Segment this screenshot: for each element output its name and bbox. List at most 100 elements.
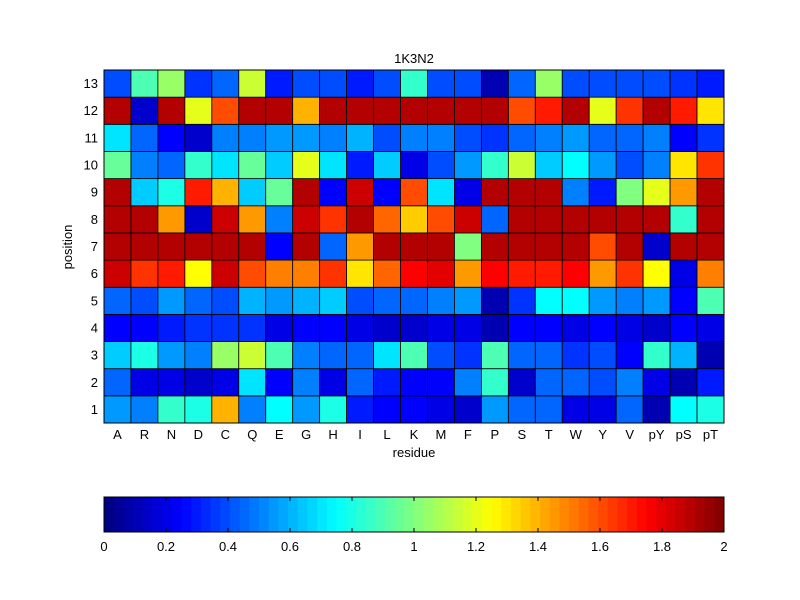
heatmap-cell: [534, 286, 563, 315]
heatmap-cell: [454, 96, 482, 125]
heatmap-cell: [373, 368, 401, 397]
colorbar-swatch: [152, 497, 163, 532]
colorbar-swatch: [297, 497, 308, 532]
colorbar-swatch: [539, 497, 551, 532]
y-tick-label: 2: [91, 375, 98, 390]
heatmap-cell: [130, 151, 159, 180]
heatmap-cell: [427, 178, 455, 207]
heatmap-cell: [211, 69, 240, 98]
heatmap-cell: [507, 123, 536, 152]
heatmap-cell: [103, 205, 132, 234]
colorbar-swatch: [288, 497, 299, 532]
colorbar-swatch: [646, 497, 657, 532]
y-tick-label: 10: [84, 158, 98, 173]
heatmap-cell: [103, 178, 132, 207]
colorbar-swatch: [142, 497, 153, 532]
heatmap-cell: [480, 123, 509, 152]
heatmap-cell: [507, 259, 536, 288]
heatmap-cell: [319, 286, 348, 315]
colorbar-swatch: [714, 497, 725, 532]
heatmap-cell: [319, 123, 348, 152]
heatmap-cell: [238, 178, 267, 207]
heatmap-cell: [615, 69, 644, 98]
heatmap-cell: [669, 395, 698, 424]
heatmap-cell: [480, 205, 509, 234]
colorbar-swatch: [104, 497, 115, 532]
heatmap-cell: [454, 151, 482, 180]
heatmap-cell: [184, 286, 213, 315]
heatmap-cell: [642, 395, 671, 424]
heatmap-cell: [400, 178, 428, 207]
heatmap-cell: [534, 395, 563, 424]
heatmap-cell: [373, 313, 401, 342]
heatmap-cell: [130, 259, 159, 288]
colorbar-swatch: [191, 497, 202, 532]
heatmap-cell: [561, 178, 590, 207]
y-tick-label: 5: [91, 293, 98, 308]
heatmap-cell: [184, 123, 213, 152]
heatmap-cell: [157, 123, 186, 152]
colorbar-swatch: [472, 497, 483, 532]
heatmap-cell: [427, 341, 455, 370]
heatmap-cell: [130, 96, 159, 125]
colorbar: [104, 497, 725, 532]
heatmap-cell: [400, 96, 428, 125]
colorbar-swatch: [549, 497, 560, 532]
heatmap-cell: [642, 123, 671, 152]
y-tick-label: 6: [91, 266, 98, 281]
colorbar-swatch: [675, 497, 686, 532]
colorbar-swatch: [685, 497, 696, 532]
colorbar-tick-label: 0.6: [281, 539, 299, 554]
heatmap-cell: [292, 313, 321, 342]
heatmap-cell: [319, 178, 348, 207]
y-tick-label: 3: [91, 348, 98, 363]
heatmap-cell: [103, 368, 132, 397]
heatmap-cell: [292, 232, 321, 261]
colorbar-tick-label: 2: [720, 539, 727, 554]
heatmap-cell: [642, 286, 671, 315]
heatmap-cell: [534, 205, 563, 234]
colorbar-swatch: [365, 497, 376, 532]
heatmap-cell: [157, 69, 186, 98]
heatmap-cell: [103, 123, 132, 152]
heatmap-cell: [480, 341, 509, 370]
heatmap-cell: [669, 123, 698, 152]
heatmap-cell: [157, 286, 186, 315]
heatmap-cell: [669, 313, 698, 342]
heatmap-cell: [534, 313, 563, 342]
heatmap-cell: [480, 178, 509, 207]
y-tick-label: 1: [91, 402, 98, 417]
heatmap-cell: [534, 341, 563, 370]
heatmap-cell: [454, 259, 482, 288]
heatmap-cell: [454, 313, 482, 342]
heatmap-cell: [480, 259, 509, 288]
heatmap-cell: [507, 313, 536, 342]
heatmap-cell: [238, 313, 267, 342]
y-tick-label: 8: [91, 212, 98, 227]
x-tick-label: T: [545, 427, 553, 442]
colorbar-swatch: [569, 497, 580, 532]
colorbar-swatch: [346, 497, 357, 532]
heatmap-cell: [534, 123, 563, 152]
colorbar-swatch: [220, 497, 231, 532]
heatmap-cell: [507, 178, 536, 207]
heatmap-cell: [534, 96, 563, 125]
heatmap-cell: [157, 313, 186, 342]
heatmap-cell: [669, 341, 698, 370]
heatmap-cell: [507, 368, 536, 397]
colorbar-swatch: [278, 497, 289, 532]
heatmap-cell: [480, 232, 509, 261]
heatmap-cell: [696, 123, 725, 152]
colorbar-swatch: [181, 497, 192, 532]
heatmap-cell: [346, 232, 374, 261]
heatmap-cell: [265, 232, 294, 261]
heatmap-cell: [588, 205, 617, 234]
heatmap-cell: [480, 69, 509, 98]
y-axis-label: position: [60, 225, 75, 270]
heatmap-cell: [696, 96, 725, 125]
colorbar-swatch: [384, 497, 396, 532]
heatmap-cell: [238, 123, 267, 152]
x-tick-label: P: [491, 427, 500, 442]
